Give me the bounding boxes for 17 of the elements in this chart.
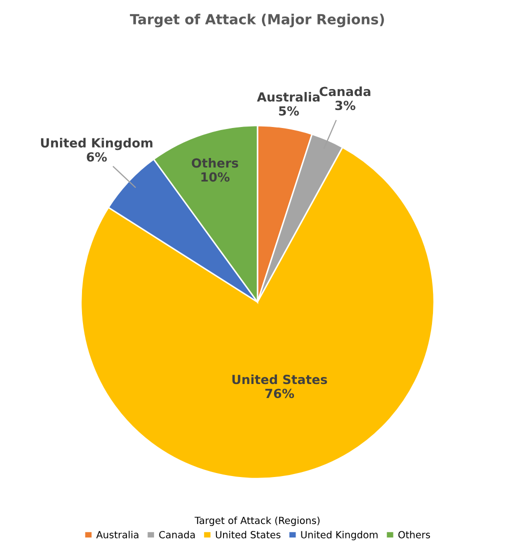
slice-label: Others [192,158,238,168]
data-label: 10% [201,172,230,182]
data-label: 3% [335,100,356,110]
legend-label: Others [398,530,430,538]
slice-label: United Kingdom [41,138,152,150]
data-label: 76% [265,388,294,398]
slice-label: Canada [320,86,370,96]
legend-label: Australia [96,530,138,538]
legend-label: United Kingdom [301,530,378,540]
legend-label: United States [216,530,280,538]
data-label: 5% [279,106,299,116]
legend-title: Target of Attack (Regions) [194,516,320,526]
slice-label: United States [232,374,328,384]
chart-title: Target of Attack (Major Regions) [130,14,384,28]
slice-label: Australia [256,92,320,102]
data-label: 6% [86,152,107,162]
legend-label: Canada [159,530,195,538]
